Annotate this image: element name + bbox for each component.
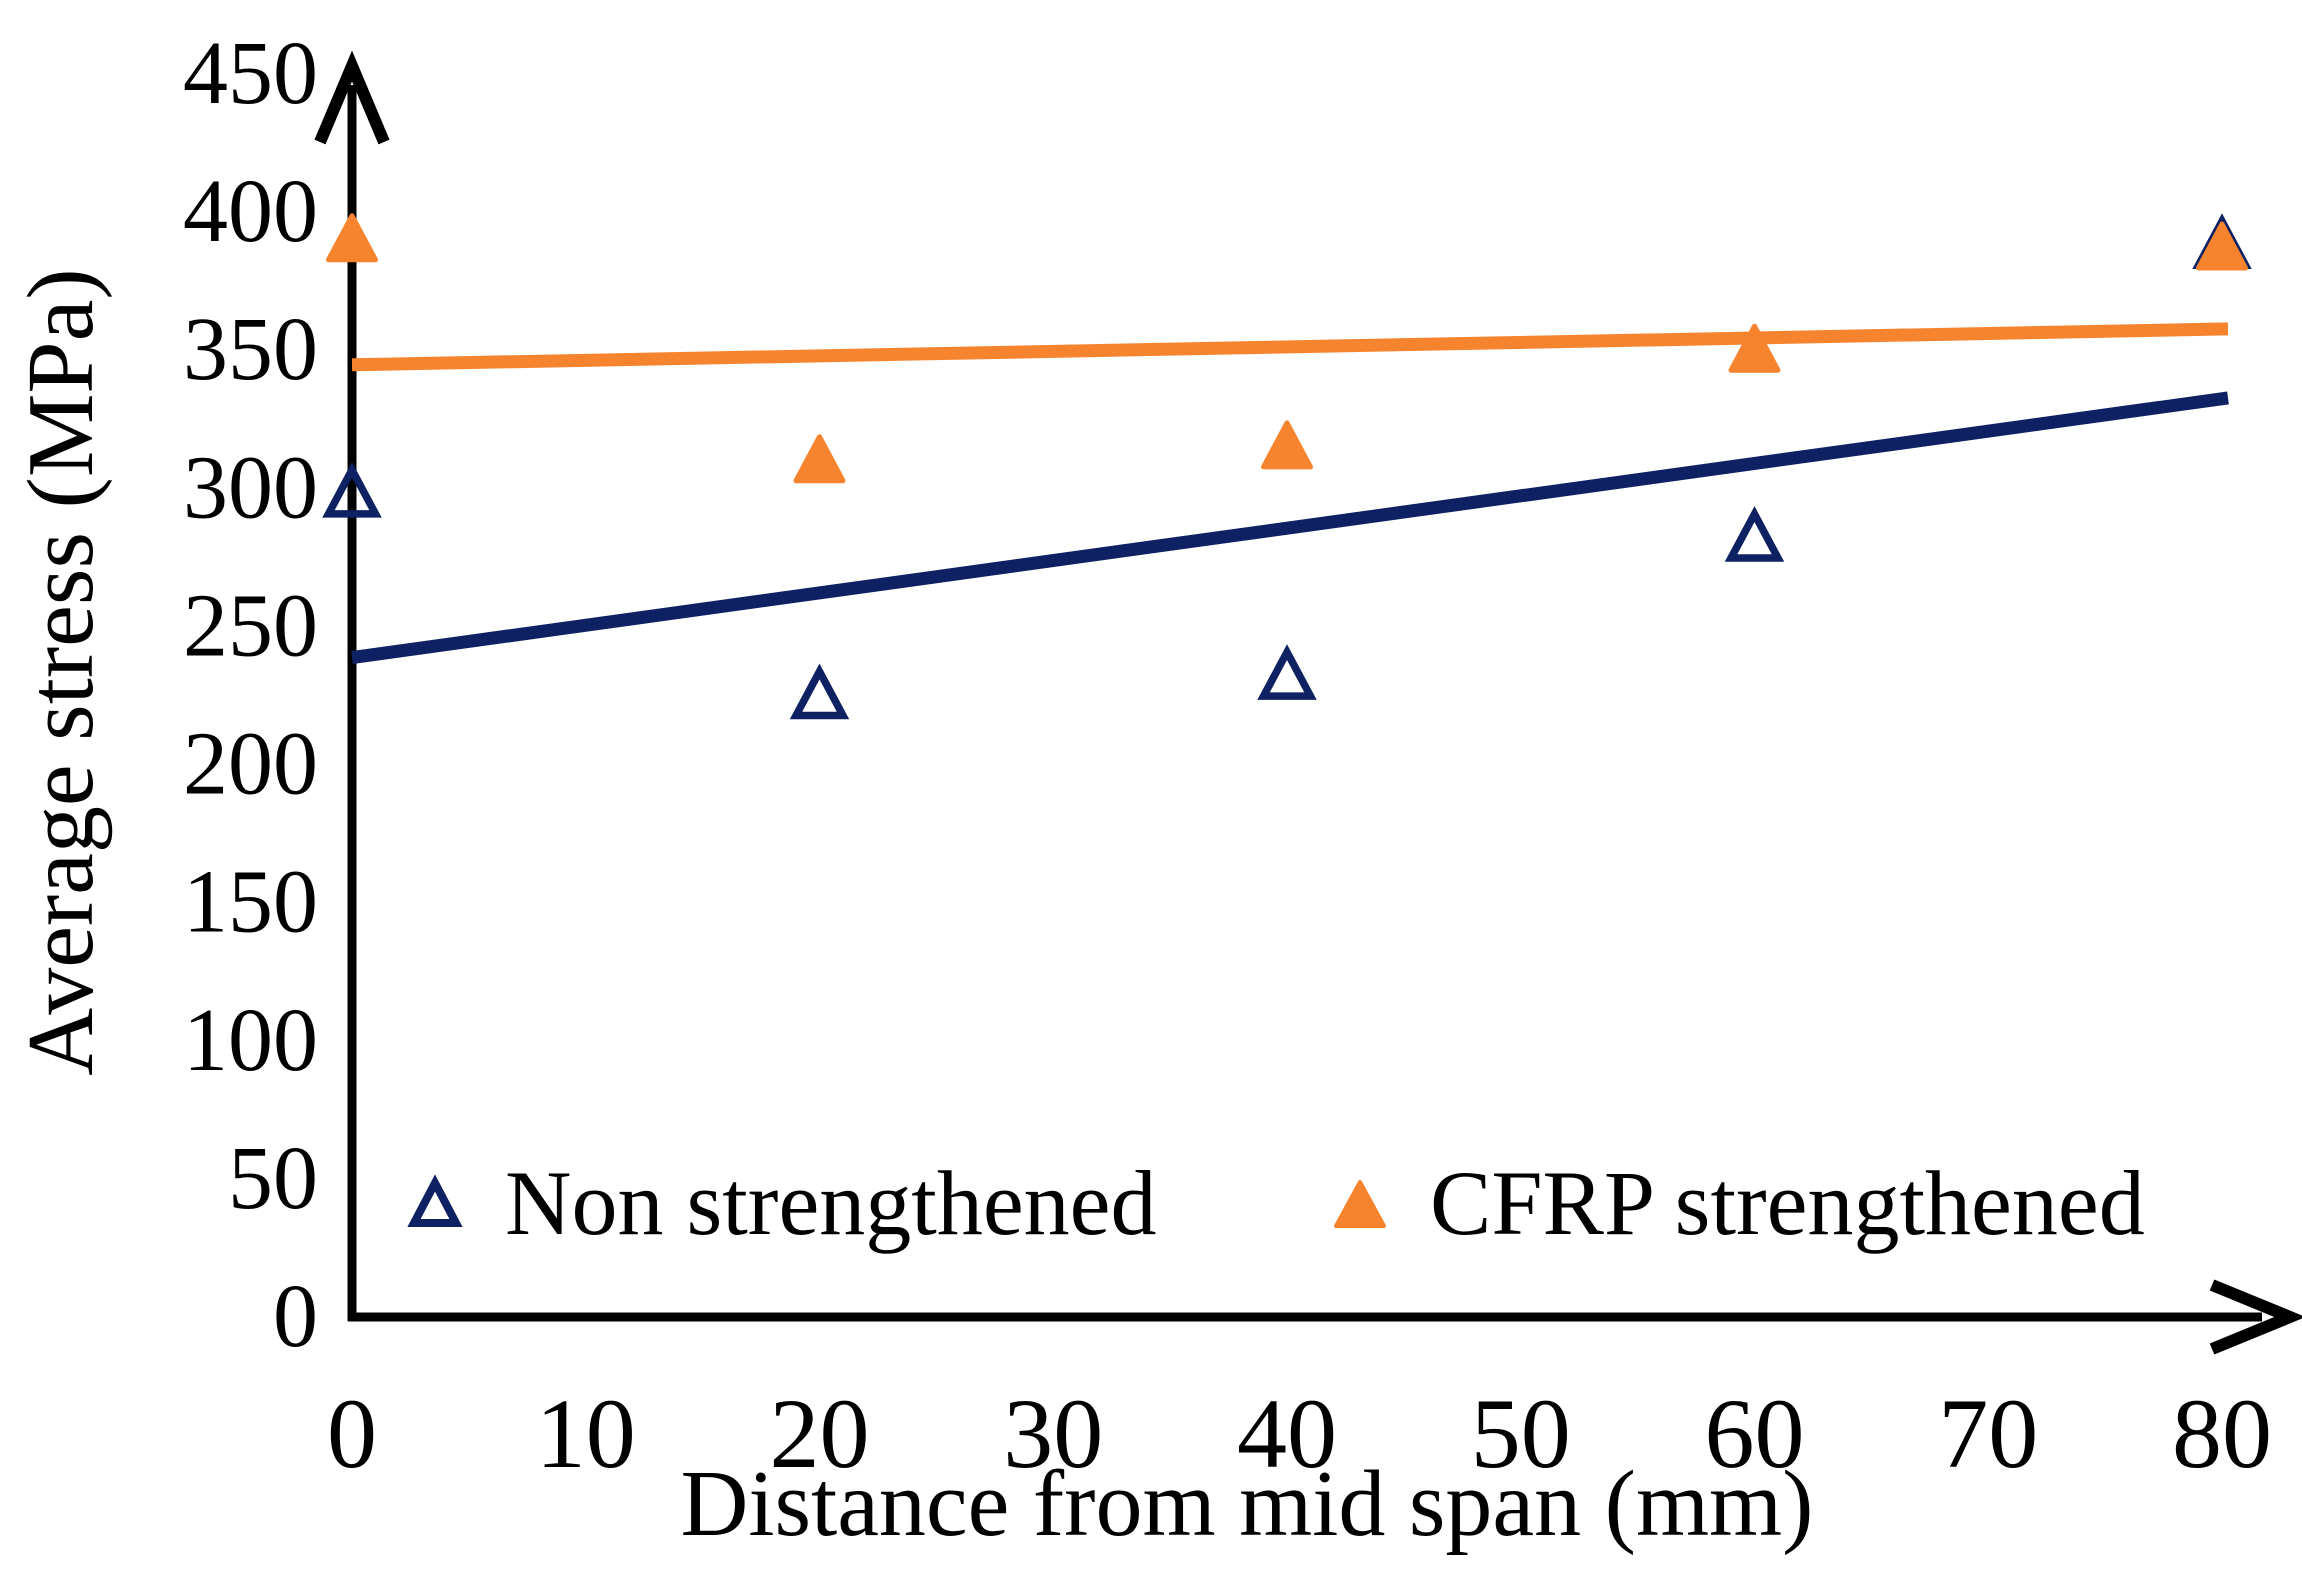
marker-cfrp-strengthened <box>1728 323 1781 373</box>
x-tick-label: 60 <box>1705 1378 1805 1489</box>
y-tick-label: 300 <box>183 438 318 537</box>
x-axis-title: Distance from mid span (mm) <box>681 1452 1814 1556</box>
triangle-open-icon <box>407 1174 463 1227</box>
legend: Non strengthened CFRP strengthened <box>407 1152 2145 1254</box>
triangle-filled-icon <box>1334 1180 1386 1228</box>
series-cfrp-strengthened <box>326 213 2248 484</box>
y-tick-label: 450 <box>183 24 318 123</box>
marker-cfrp-strengthened <box>2196 221 2248 271</box>
legend-item-label: CFRP strengthened <box>1430 1152 2145 1254</box>
y-tick-label: 100 <box>183 991 318 1090</box>
x-tick-label: 10 <box>536 1378 636 1489</box>
legend-item-non-strengthened: Non strengthened <box>407 1152 1157 1254</box>
x-tick-label: 70 <box>1938 1378 2038 1489</box>
legend-item-label: Non strengthened <box>505 1152 1157 1254</box>
y-axis-arrowhead-icon <box>314 50 390 145</box>
y-tick-label: 350 <box>183 300 318 399</box>
trendline-non-strengthened <box>351 391 2229 665</box>
marker-cfrp-strengthened <box>1261 420 1313 470</box>
marker-non-strengthened <box>1257 644 1317 700</box>
y-tick-label: 0 <box>273 1267 318 1366</box>
marker-non-strengthened <box>322 461 382 518</box>
legend-item-cfrp-strengthened: CFRP strengthened <box>1334 1152 2145 1254</box>
y-tick-label: 400 <box>183 162 318 261</box>
x-axis-arrowhead-icon <box>2209 1279 2302 1355</box>
x-tick-label: 30 <box>1003 1378 1103 1489</box>
y-axis-title: Average stress (MPa) <box>9 268 113 1075</box>
marker-cfrp-strengthened <box>793 434 846 484</box>
y-tick-label: 50 <box>228 1129 318 1228</box>
x-tick-label: 0 <box>327 1378 377 1489</box>
x-tick-label: 40 <box>1237 1378 1337 1489</box>
x-tick-labels: 0 10 20 30 40 50 60 70 80 <box>327 1378 2272 1489</box>
x-tick-label: 20 <box>770 1378 870 1489</box>
marker-non-strengthened <box>1724 506 1785 562</box>
marker-cfrp-strengthened <box>326 213 378 263</box>
x-tick-label: 80 <box>2172 1378 2272 1489</box>
x-tick-label: 50 <box>1471 1378 1571 1489</box>
y-tick-labels: 0 50 100 150 200 250 300 350 400 450 <box>183 24 318 1366</box>
y-tick-label: 150 <box>183 853 318 952</box>
y-tick-label: 250 <box>183 576 318 675</box>
trendline-cfrp-strengthened <box>351 322 2229 372</box>
marker-non-strengthened <box>789 663 850 720</box>
y-tick-label: 200 <box>183 715 318 814</box>
